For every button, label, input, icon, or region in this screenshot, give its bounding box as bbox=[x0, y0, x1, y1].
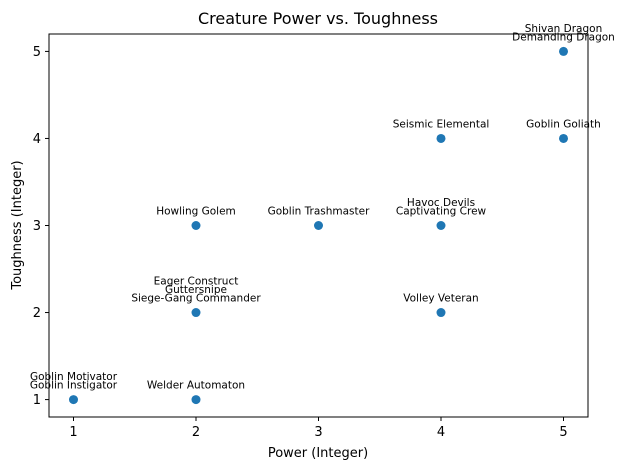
data-point bbox=[436, 133, 446, 143]
x-axis-label: Power (Integer) bbox=[268, 446, 368, 461]
point-label: Goblin Instigator bbox=[30, 380, 118, 392]
data-point bbox=[559, 46, 568, 56]
point-label: Seismic Elemental bbox=[393, 118, 490, 130]
point-label: Eager Construct bbox=[154, 276, 239, 288]
point-label: Shivan Dragon bbox=[525, 23, 602, 35]
point-label: Guttersnipe bbox=[165, 284, 227, 296]
data-points bbox=[69, 46, 568, 405]
point-label: Goblin Trashmaster bbox=[268, 206, 371, 218]
point-label: Welder Automaton bbox=[147, 380, 245, 392]
y-tick-label: 4 bbox=[33, 132, 41, 147]
x-tick-label: 3 bbox=[314, 425, 322, 440]
point-label: Havoc Devils bbox=[407, 197, 475, 209]
point-label: Captivating Crew bbox=[396, 206, 487, 218]
x-tick-label: 2 bbox=[192, 425, 200, 440]
point-label: Demanding Dragon bbox=[512, 31, 615, 43]
y-axis-label: Toughness (Integer) bbox=[10, 160, 25, 290]
data-point bbox=[69, 395, 78, 405]
data-point bbox=[436, 221, 446, 230]
point-label: Goblin Motivator bbox=[30, 371, 118, 383]
point-label: Goblin Goliath bbox=[526, 118, 601, 130]
point-label: Siege-Gang Commander bbox=[131, 293, 261, 305]
y-tick-label: 3 bbox=[33, 219, 41, 234]
x-tick-label: 5 bbox=[559, 425, 567, 440]
data-point bbox=[191, 395, 201, 405]
y-axis: 1 2 3 4 5 bbox=[33, 45, 49, 408]
chart-title: Creature Power vs. Toughness bbox=[198, 9, 438, 28]
data-point bbox=[559, 133, 568, 143]
data-point bbox=[436, 308, 446, 318]
y-tick-label: 2 bbox=[33, 306, 41, 321]
point-label: Volley Veteran bbox=[403, 293, 478, 305]
y-tick-label: 5 bbox=[33, 45, 41, 60]
x-axis: 1 2 3 4 5 bbox=[69, 417, 568, 440]
data-point bbox=[191, 221, 201, 230]
data-point bbox=[314, 221, 323, 230]
x-tick-label: 4 bbox=[437, 425, 445, 440]
y-tick-label: 1 bbox=[33, 393, 41, 408]
data-point bbox=[191, 308, 201, 318]
point-label: Howling Golem bbox=[156, 206, 236, 218]
x-tick-label: 1 bbox=[69, 425, 77, 440]
